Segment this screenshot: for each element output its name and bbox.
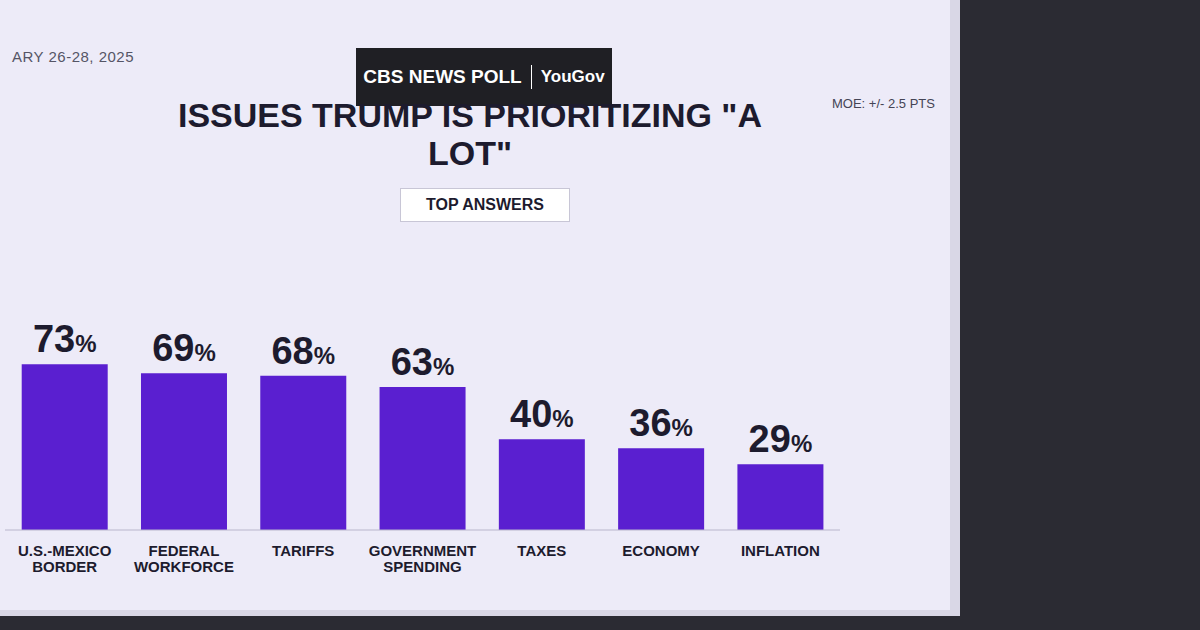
svg-text:69%: 69%: [152, 327, 216, 369]
html-text:MOE: +/- 2.5 PTS: MOE: +/- 2.5 PTS: [832, 96, 935, 111]
html-text:TOP ANSWERS: TOP ANSWERS: [426, 196, 544, 213]
svg-text:29%: 29%: [749, 418, 813, 460]
svg-text:73%: 73%: [33, 318, 97, 360]
svg-text:ECONOMY: ECONOMY: [622, 542, 700, 559]
svg-text:68%: 68%: [271, 330, 335, 372]
html-text:YouGov: YouGov: [540, 67, 605, 86]
html-text:CBS NEWS POLL: CBS NEWS POLL: [363, 66, 522, 87]
svg-text:40%: 40%: [510, 393, 574, 435]
svg-text:TARIFFS: TARIFFS: [272, 542, 334, 559]
svg-text:U.S.-MEXICOBORDER: U.S.-MEXICOBORDER: [18, 542, 112, 575]
svg-text:FEDERALWORKFORCE: FEDERALWORKFORCE: [134, 542, 234, 575]
html-text:LOT": LOT": [427, 134, 512, 172]
svg-text:INFLATION: INFLATION: [741, 542, 820, 559]
html-text:ARY 26-28, 2025: ARY 26-28, 2025: [12, 48, 134, 65]
svg-text:63%: 63%: [391, 341, 455, 383]
svg-text:GOVERNMENTSPENDING: GOVERNMENTSPENDING: [369, 542, 477, 575]
html-text:ISSUES TRUMP IS PRIORITIZING ": ISSUES TRUMP IS PRIORITIZING "A: [177, 96, 762, 134]
svg-text:36%: 36%: [629, 402, 693, 444]
svg-text:TAXES: TAXES: [517, 542, 566, 559]
